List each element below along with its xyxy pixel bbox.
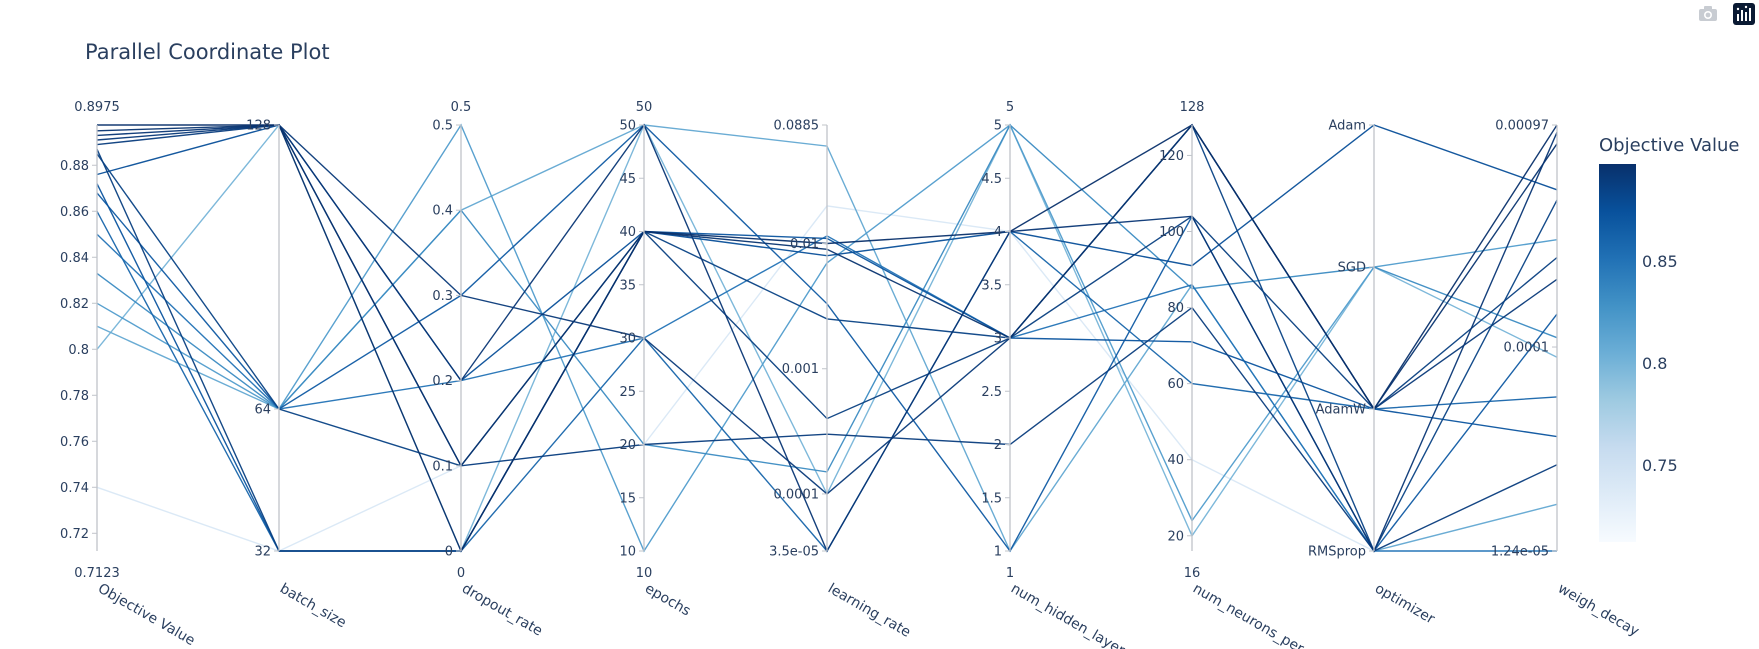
axis-tick-label: 0.8 — [68, 343, 89, 358]
colorbar-tick-label: 0.75 — [1642, 456, 1678, 475]
axis-tick-label: 0.5 — [432, 119, 453, 134]
colorbar-gradient — [1599, 164, 1636, 542]
axis-tick-label: 0.84 — [60, 251, 89, 266]
axis-tick-label: 0.01 — [790, 237, 819, 252]
axis-tick-label: 0.0001 — [774, 487, 820, 502]
axis-tick-label: 3.5 — [981, 278, 1002, 293]
axes-layer: 0.72 0.74 0.76 0.78 0.8 0.82 0.84 0.86 0.88 0.897… — [60, 100, 1642, 649]
axis-tick-label: 5 — [994, 119, 1002, 134]
axis-tick-label: 0.74 — [60, 481, 89, 496]
axis-tick-label: 0.82 — [60, 297, 89, 312]
axis-tick-label: 120 — [1159, 149, 1184, 164]
colorbar-ticks: 0.75 0.8 0.85 — [1642, 252, 1678, 475]
axis-tick-label: 4.5 — [981, 172, 1002, 187]
axis-title: epochs — [642, 581, 693, 620]
colorbar-title: Objective Value — [1599, 135, 1740, 156]
axis-tick-label: 100 — [1159, 225, 1184, 240]
axis-range-max: 128 — [1180, 100, 1205, 115]
axis-tick-label: 40 — [619, 225, 636, 240]
axis-tick-label: 10 — [619, 545, 636, 560]
axis-tick-label: RMSprop — [1308, 545, 1366, 560]
axis-tick-label: 80 — [1167, 301, 1184, 316]
axis-tick-label: AdamW — [1316, 403, 1367, 418]
axis-title: batch_size — [277, 581, 349, 632]
axis-tick-label: 0.00097 — [1495, 119, 1549, 134]
colorbar-tick-label: 0.8 — [1642, 354, 1667, 373]
plotly-logo-icon[interactable] — [1733, 3, 1755, 25]
axis-range-max: 0.8975 — [74, 100, 120, 115]
axis-tick-label: 0 — [445, 545, 453, 560]
axis-tick-label: 2 — [994, 438, 1002, 453]
axis-range-min: 0 — [457, 566, 465, 581]
axis-title: dropout_rate — [459, 581, 545, 640]
axis-title: weigh_decay — [1555, 581, 1642, 640]
axis-tick-label: 35 — [619, 278, 636, 293]
axis-tick-label: 0.86 — [60, 205, 89, 220]
axis-tick-label: 0.78 — [60, 389, 89, 404]
axis-objective-value[interactable]: 0.72 0.74 0.76 0.78 0.8 0.82 0.84 0.86 0.88 0.897… — [60, 100, 198, 649]
axis-range-min: 0.7123 — [74, 566, 120, 581]
axis-title: num_neurons_per — [1190, 581, 1307, 649]
axis-title: optimizer — [1372, 581, 1437, 628]
axis-tick-label: 1.24e-05 — [1491, 545, 1549, 560]
axis-tick-label: 20 — [619, 438, 636, 453]
axis-tick-label: 128 — [246, 119, 271, 134]
chart-title: Parallel Coordinate Plot — [85, 40, 330, 64]
axis-range-max: 0.5 — [451, 100, 472, 115]
axis-tick-label: 20 — [1167, 529, 1184, 544]
colorbar-tick-label: 0.85 — [1642, 252, 1678, 271]
axis-tick-label: 0.1 — [432, 459, 453, 474]
axis-learning-rate[interactable]: 3.5e-05 0.0001 0.001 0.01 0.0885 learning_rat… — [769, 119, 913, 641]
axis-tick-label: 0.76 — [60, 435, 89, 450]
axis-tick-label: 0.0001 — [1504, 341, 1550, 356]
axis-tick-label: 30 — [619, 332, 636, 347]
axis-range-min: 10 — [636, 566, 653, 581]
axis-range-min: 1 — [1006, 566, 1014, 581]
axis-tick-label: 1 — [994, 545, 1002, 560]
colorbar: Objective Value 0.75 0.8 0.85 — [1599, 135, 1740, 542]
axis-tick-label: 0.4 — [432, 204, 453, 219]
axis-range-max: 50 — [636, 100, 653, 115]
axis-title: learning_rate — [825, 581, 913, 641]
axis-tick-label: 64 — [254, 403, 271, 418]
axis-tick-label: 2.5 — [981, 385, 1002, 400]
axis-tick-label: 0.001 — [782, 362, 819, 377]
axis-tick-label: 32 — [254, 545, 271, 560]
axis-tick-label: 4 — [994, 225, 1002, 240]
axis-tick-label: 0.88 — [60, 159, 89, 174]
axis-tick-label: 40 — [1167, 453, 1184, 468]
axis-tick-label: 3 — [994, 332, 1002, 347]
axis-range-max: 5 — [1006, 100, 1014, 115]
axis-title: num_hidden_layers — [1008, 581, 1134, 649]
axis-tick-label: Adam — [1328, 119, 1366, 134]
axis-tick-label: 0.0885 — [774, 119, 820, 134]
axis-tick-label: 45 — [619, 172, 636, 187]
axis-tick-label: SGD — [1338, 261, 1366, 276]
axis-tick-label: 0.3 — [432, 289, 453, 304]
axis-tick-label: 60 — [1167, 377, 1184, 392]
axis-tick-label: 3.5e-05 — [769, 545, 819, 560]
axis-tick-label: 1.5 — [981, 491, 1002, 506]
axis-tick-label: 15 — [619, 491, 636, 506]
axis-tick-label: 50 — [619, 119, 636, 134]
axis-range-min: 16 — [1184, 566, 1201, 581]
axis-tick-label: 0.72 — [60, 527, 89, 542]
axis-tick-label: 25 — [619, 385, 636, 400]
axis-title: Objective Value — [95, 581, 198, 649]
camera-icon[interactable] — [1697, 3, 1719, 25]
axis-tick-label: 0.2 — [432, 374, 453, 389]
